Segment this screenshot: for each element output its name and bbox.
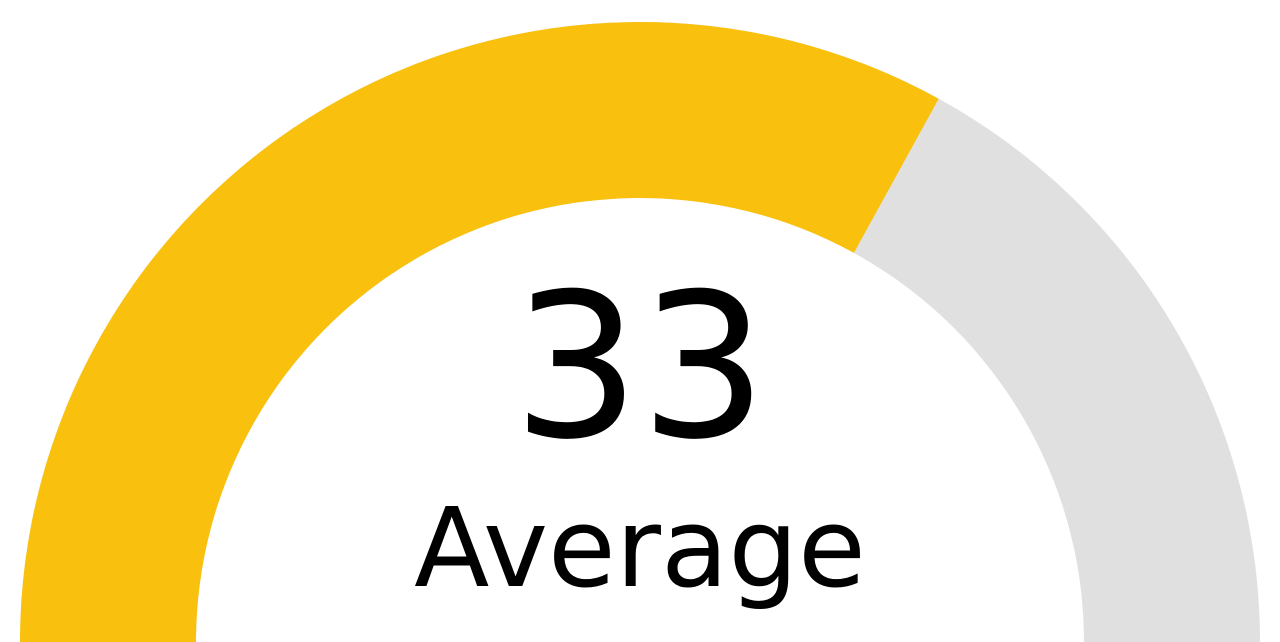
gauge-label: Average (414, 484, 866, 612)
gauge-value-arc (20, 21, 939, 642)
gauge-value: 33 (512, 251, 768, 484)
